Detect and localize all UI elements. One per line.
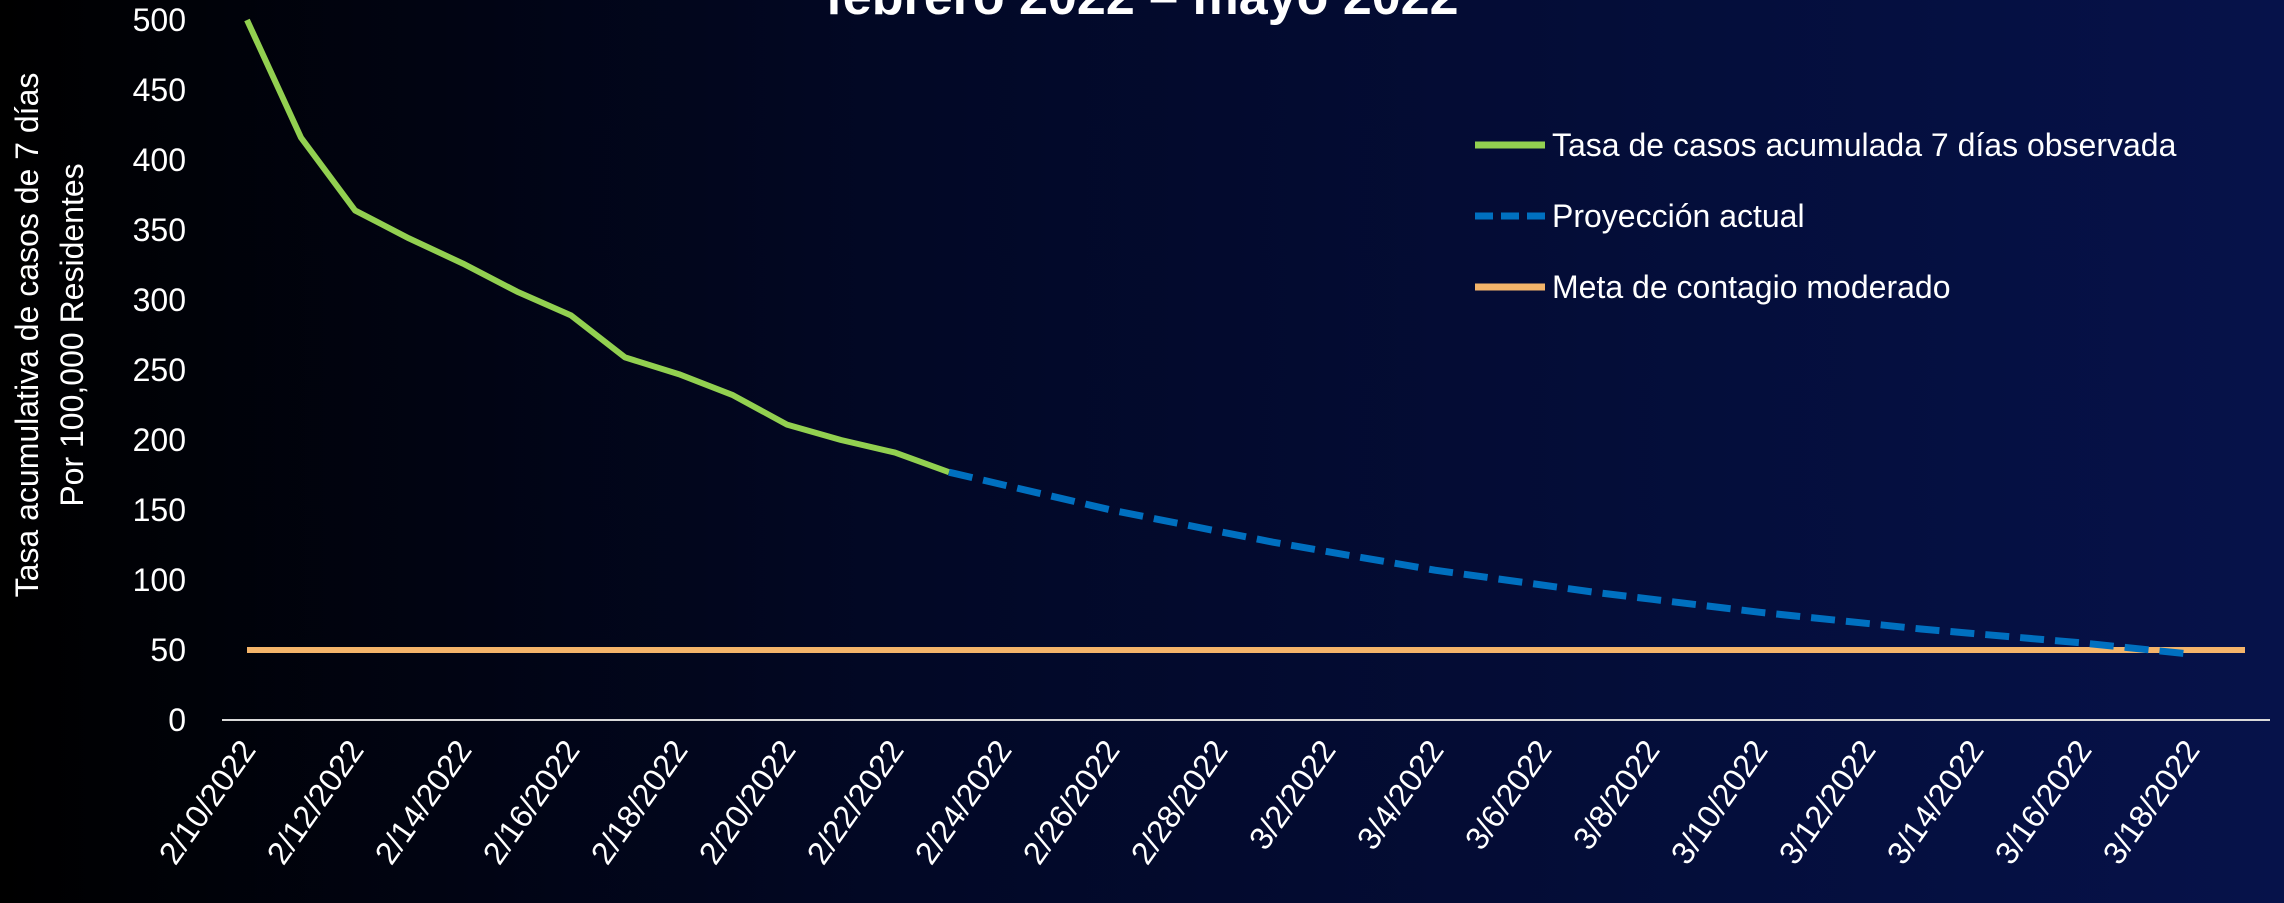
x-axis-ticks: 2/10/20222/12/20222/14/20222/16/20222/18… [152, 733, 2207, 870]
x-tick-label: 3/16/2022 [1988, 733, 2099, 870]
y-tick-label: 100 [133, 562, 186, 598]
x-tick-label: 3/12/2022 [1772, 733, 1883, 870]
x-tick-label: 2/24/2022 [908, 733, 1019, 870]
x-tick-label: 3/2/2022 [1242, 733, 1343, 856]
chart-title: febrero 2022 – mayo 2022 [825, 0, 1458, 26]
x-tick-label: 2/10/2022 [152, 733, 263, 870]
x-tick-label: 2/26/2022 [1016, 733, 1127, 870]
legend-label: Proyección actual [1552, 198, 1805, 234]
x-tick-label: 2/22/2022 [800, 733, 911, 870]
legend-label: Meta de contagio moderado [1552, 269, 1950, 305]
y-tick-label: 350 [133, 212, 186, 248]
series-lines [244, 18, 2245, 658]
x-tick-label: 3/10/2022 [1664, 733, 1775, 870]
x-tick-label: 3/6/2022 [1458, 733, 1559, 856]
series-line-1 [948, 468, 2192, 658]
y-tick-label: 250 [133, 352, 186, 388]
x-tick-label: 2/18/2022 [584, 733, 695, 870]
legend-label: Tasa de casos acumulada 7 días observada [1552, 127, 2177, 163]
y-axis-label-line: Por 100,000 Residentes [54, 163, 90, 506]
y-tick-label: 450 [133, 72, 186, 108]
x-tick-label: 2/16/2022 [476, 733, 587, 870]
y-tick-label: 150 [133, 492, 186, 528]
y-axis-ticks: 0 50 100 150 200 250 300 350 400 450 500 [133, 2, 186, 738]
y-tick-label: 0 [168, 702, 186, 738]
x-tick-label: 3/8/2022 [1566, 733, 1667, 856]
legend: Tasa de casos acumulada 7 días observada… [1475, 127, 2177, 305]
x-tick-label: 3/14/2022 [1880, 733, 1991, 870]
y-tick-label: 300 [133, 282, 186, 318]
y-tick-label: 200 [133, 422, 186, 458]
x-tick-label: 2/12/2022 [260, 733, 371, 870]
y-tick-label: 50 [150, 632, 186, 668]
x-tick-label: 2/28/2022 [1124, 733, 1235, 870]
y-tick-label: 500 [133, 2, 186, 38]
x-tick-label: 3/4/2022 [1350, 733, 1451, 856]
series-line-0 [244, 18, 951, 476]
x-tick-label: 2/14/2022 [368, 733, 479, 870]
x-tick-label: 3/18/2022 [2096, 733, 2207, 870]
y-axis-label-line: Tasa acumulativa de casos de 7 días [9, 73, 45, 598]
y-tick-label: 400 [133, 142, 186, 178]
y-axis-label: Tasa acumulativa de casos de 7 días Por 1… [9, 73, 90, 598]
x-tick-label: 2/20/2022 [692, 733, 803, 870]
